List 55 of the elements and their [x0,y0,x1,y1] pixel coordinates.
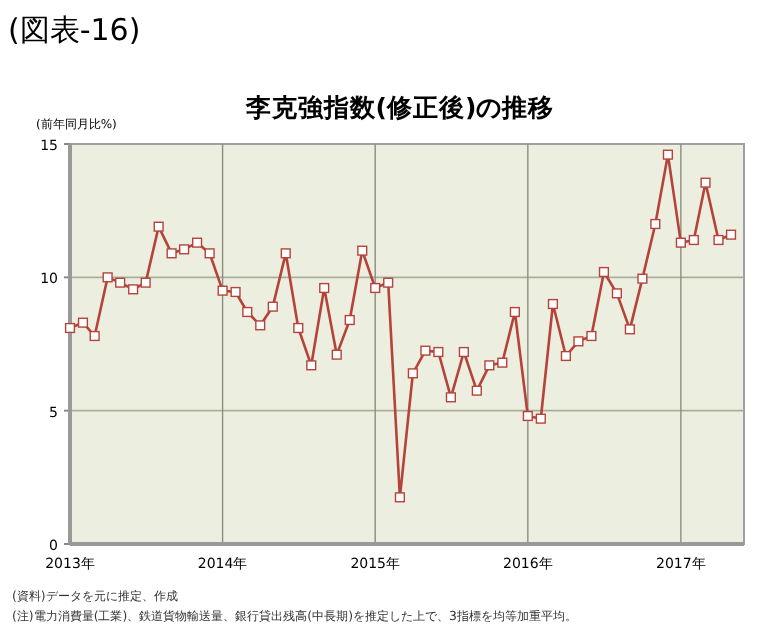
point [77,317,89,328]
point [64,322,76,334]
point [560,350,571,362]
point [115,277,126,288]
point [573,336,584,347]
point [255,320,266,331]
point [89,330,100,342]
point [293,322,304,334]
point [128,284,139,295]
point [166,248,177,259]
point [102,272,113,283]
point [407,368,418,379]
chart-subtitle: 李克強指数(修正後)の推移 [243,92,555,122]
point [204,248,215,259]
point [662,149,673,160]
point [547,298,559,310]
point [637,273,648,284]
point [357,245,368,256]
point [688,234,699,246]
point [153,221,164,232]
point [650,218,661,230]
point [344,314,355,326]
point [725,229,737,240]
point [497,357,508,368]
point [700,177,711,188]
chart-title: (図表-16) [8,12,141,48]
point [420,345,431,356]
point [484,360,495,371]
point [522,410,533,422]
point [306,360,317,371]
point [713,234,724,246]
point [509,306,520,318]
point [598,266,610,278]
point [140,277,151,288]
point [319,282,330,294]
point [179,244,190,255]
point [267,301,278,312]
point [611,288,622,299]
point [586,330,597,342]
point [217,285,228,296]
point [445,392,456,403]
point [394,492,405,503]
point [383,277,394,288]
point [280,248,291,259]
point [458,346,469,358]
point [535,413,546,424]
point [230,286,241,298]
point [675,237,686,248]
point [192,237,203,248]
point [370,282,381,294]
point [433,346,444,358]
point [624,324,635,335]
point [471,385,482,396]
point [331,349,342,360]
point [242,306,253,318]
